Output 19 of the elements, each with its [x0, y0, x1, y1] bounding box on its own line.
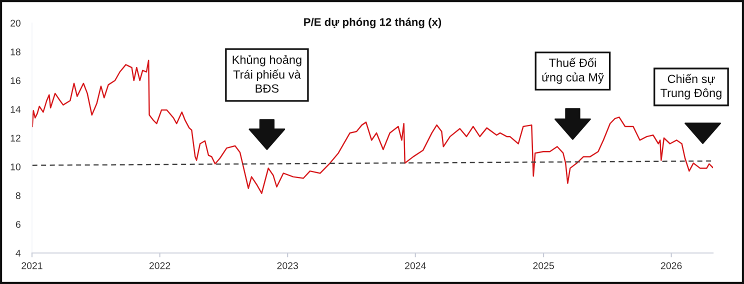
- annotation: Khủng hoảng Trái phiếu và BĐS: [232, 54, 302, 93]
- y-tick-label: 10: [10, 163, 21, 170]
- x-tick-label: 2026: [661, 262, 682, 270]
- y-tick-label: 18: [10, 48, 20, 56]
- y-tick-label: 16: [10, 77, 20, 84]
- y-tick-label: 12: [10, 134, 20, 142]
- y-tick-label: 20: [10, 20, 21, 27]
- chart-title: P/E dự phóng 12 tháng (x): [304, 18, 442, 28]
- y-tick-label: 14: [10, 106, 21, 113]
- x-tick-label: 2025: [533, 262, 554, 270]
- x-tick-label: 2023: [277, 262, 298, 270]
- x-tick-label: 2021: [22, 262, 42, 270]
- y-tick-label: 4: [16, 250, 21, 257]
- annotation: Thuế Đối ứng của Mỹ: [542, 58, 604, 84]
- x-tick-label: 2022: [149, 262, 170, 270]
- y-tick-label: 8: [16, 192, 20, 200]
- x-tick-label: 2024: [405, 262, 426, 270]
- y-tick-label: 6: [16, 220, 20, 228]
- annotation: Chiến sự Trung Đông: [660, 74, 722, 100]
